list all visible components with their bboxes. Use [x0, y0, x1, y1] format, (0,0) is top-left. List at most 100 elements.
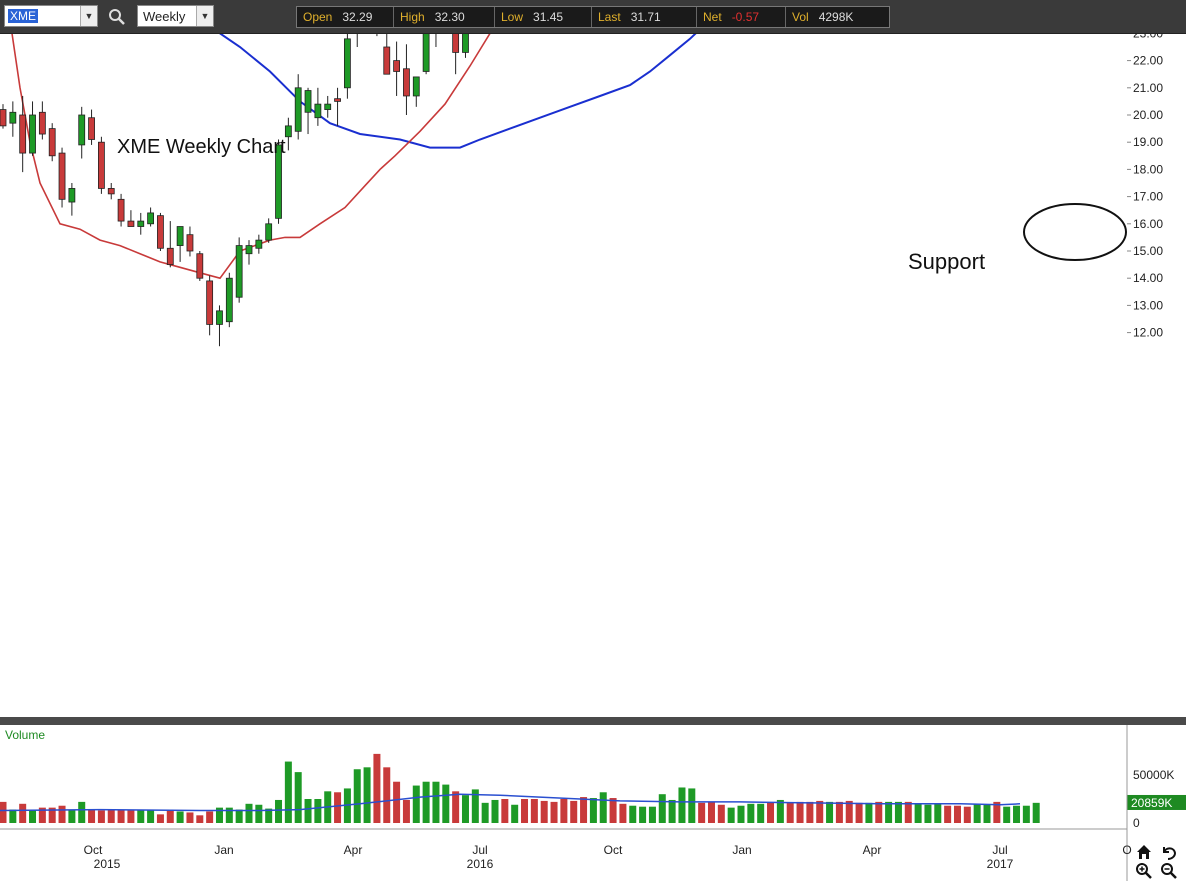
volume-tick-label: 50000K [1133, 768, 1174, 782]
candle [19, 95, 27, 173]
volume-bar [983, 804, 991, 823]
quote-strip: Open 32.29 High 32.30 Low 31.45 Last 31.… [296, 6, 890, 28]
candle [235, 237, 243, 303]
time-label: Jul [992, 843, 1007, 857]
time-label: Oct [604, 843, 623, 857]
undo-icon[interactable] [1160, 843, 1178, 861]
period-select[interactable]: Weekly ▼ [137, 5, 214, 27]
volume-bar [38, 807, 46, 823]
volume-bar [196, 815, 204, 823]
ma-red-line [11, 34, 491, 280]
volume-bar [757, 803, 765, 823]
candle [422, 34, 430, 75]
period-value[interactable]: Weekly [143, 9, 186, 24]
volume-bar [963, 806, 971, 823]
candle-body [452, 34, 460, 53]
time-label: Jan [732, 843, 751, 857]
candle-body [462, 34, 469, 53]
candle [412, 76, 420, 107]
candle [383, 34, 391, 75]
volume-axis: 50000K 0 20859K [1127, 768, 1186, 830]
volume-last-label: 20859K [1131, 796, 1172, 810]
candle [107, 183, 115, 200]
symbol-dropdown-icon[interactable]: ▼ [80, 6, 97, 26]
candle-body [235, 245, 243, 298]
candle-body [127, 220, 135, 227]
candle [58, 147, 66, 208]
volume-bar [501, 799, 509, 823]
volume-bar [1032, 802, 1040, 823]
quote-last: Last 31.71 [592, 7, 697, 27]
quote-label: Low [501, 10, 524, 24]
candle [157, 212, 164, 251]
volume-bar [1003, 806, 1011, 823]
quote-value: 31.71 [630, 10, 661, 24]
price-chart[interactable]: 0% (35.21)38.2% (30.92)61.8% (28.26)100%… [0, 34, 1186, 717]
quote-label: Open [303, 10, 333, 24]
volume-bar [97, 810, 105, 823]
home-icon[interactable] [1135, 843, 1153, 861]
candle-body [98, 141, 105, 189]
volume-bar [570, 800, 578, 823]
volume-bar [885, 801, 893, 823]
candle [38, 101, 46, 140]
candle [275, 139, 282, 224]
candle [206, 275, 214, 336]
candle [166, 221, 174, 268]
volume-bar [747, 803, 755, 823]
candle [245, 240, 253, 265]
zoom-out-icon[interactable] [1160, 862, 1178, 880]
period-dropdown-icon[interactable]: ▼ [196, 6, 213, 26]
candle [98, 136, 105, 194]
volume-bar [353, 769, 361, 823]
volume-bar [432, 781, 440, 823]
zoom-in-icon[interactable] [1135, 862, 1153, 880]
quote-vol: Vol 4298K [786, 7, 880, 27]
volume-bar [993, 801, 1001, 823]
candle [137, 212, 145, 235]
candle-body [304, 90, 312, 113]
candle [376, 34, 378, 37]
price-tick-label: 21.00 [1133, 81, 1163, 95]
volume-bar [580, 797, 588, 823]
price-tick-label: 19.00 [1133, 135, 1163, 149]
candle [435, 34, 437, 47]
candle-body [137, 220, 145, 227]
volume-bar [619, 803, 627, 823]
candle [294, 74, 302, 140]
candle [216, 305, 223, 347]
volume-bar [914, 803, 922, 823]
candle [176, 226, 184, 262]
candle-body [78, 114, 86, 146]
panel-separator[interactable] [0, 717, 1186, 725]
candle-body [58, 152, 66, 200]
time-label: Apr [344, 843, 363, 857]
time-label: Oct [84, 843, 103, 857]
symbol-input[interactable]: XME ▼ [4, 5, 98, 27]
volume-last-badge [1127, 794, 1186, 810]
volume-bar [767, 802, 775, 823]
volume-bar [629, 805, 637, 823]
search-icon[interactable] [108, 8, 126, 26]
volume-bar [1013, 805, 1021, 823]
time-year-label: 2015 [94, 857, 121, 871]
volume-bar [314, 799, 322, 823]
support-ellipse [1023, 203, 1127, 261]
volume-bar [137, 809, 145, 823]
volume-bar [835, 801, 843, 823]
symbol-value[interactable]: XME [8, 9, 39, 23]
candle [88, 109, 95, 145]
volume-bar [698, 802, 706, 823]
quote-high: High 32.30 [394, 7, 495, 27]
volume-bar [678, 787, 686, 823]
candle-body [314, 103, 322, 119]
volume-bar [68, 809, 76, 823]
candle-body [68, 188, 76, 203]
volume-bar [235, 809, 243, 823]
volume-bar [225, 807, 233, 823]
candle-body [206, 280, 214, 325]
volume-bar [265, 808, 273, 823]
volume-bar [855, 802, 863, 823]
volume-bar [550, 801, 558, 823]
